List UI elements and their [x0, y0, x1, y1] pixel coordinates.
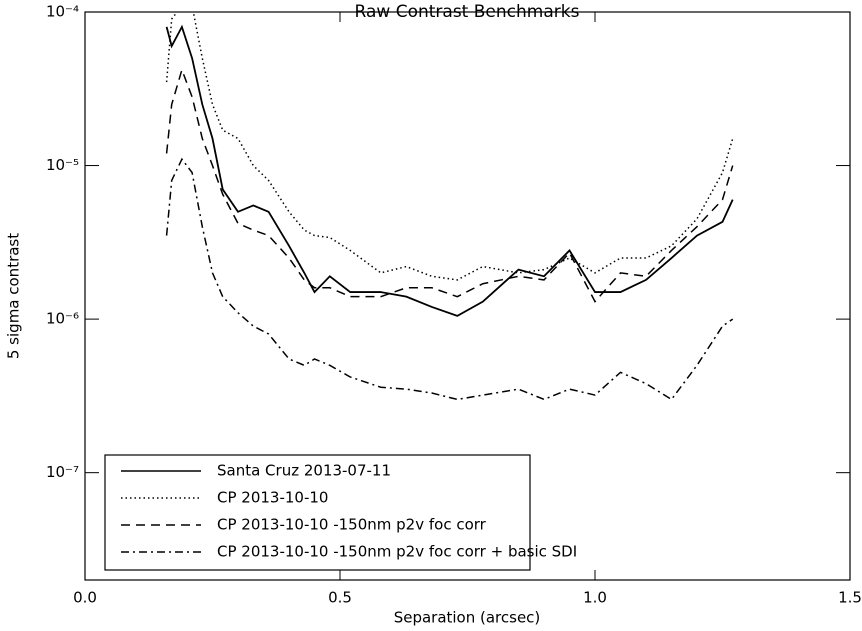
y-tick-label: 10⁻⁶	[46, 310, 79, 328]
y-axis-label: 5 sigma contrast	[5, 233, 23, 359]
x-tick-label: 1.5	[838, 589, 862, 607]
x-tick-label: 0.0	[73, 589, 97, 607]
x-tick-label: 1.0	[583, 589, 607, 607]
x-tick-label: 0.5	[328, 589, 352, 607]
data-line	[165, 67, 734, 303]
data-line	[165, 12, 734, 281]
data-line	[165, 24, 734, 317]
legend-label: CP 2013-10-10 -150nm p2v foc corr + basi…	[217, 543, 577, 561]
legend-label: CP 2013-10-10	[217, 489, 328, 507]
plot-frame	[84, 11, 851, 581]
data-line	[165, 157, 734, 401]
y-tick-label: 10⁻⁴	[46, 3, 79, 21]
plot-lines	[165, 12, 734, 401]
legend-label: CP 2013-10-10 -150nm p2v foc corr	[217, 516, 487, 534]
x-axis-label: Separation (arcsec)	[394, 609, 541, 627]
y-tick-label: 10⁻⁷	[46, 463, 79, 481]
legend-label: Santa Cruz 2013-07-11	[217, 462, 391, 480]
legend-box	[104, 454, 531, 571]
y-tick-label: 10⁻⁵	[46, 156, 79, 174]
